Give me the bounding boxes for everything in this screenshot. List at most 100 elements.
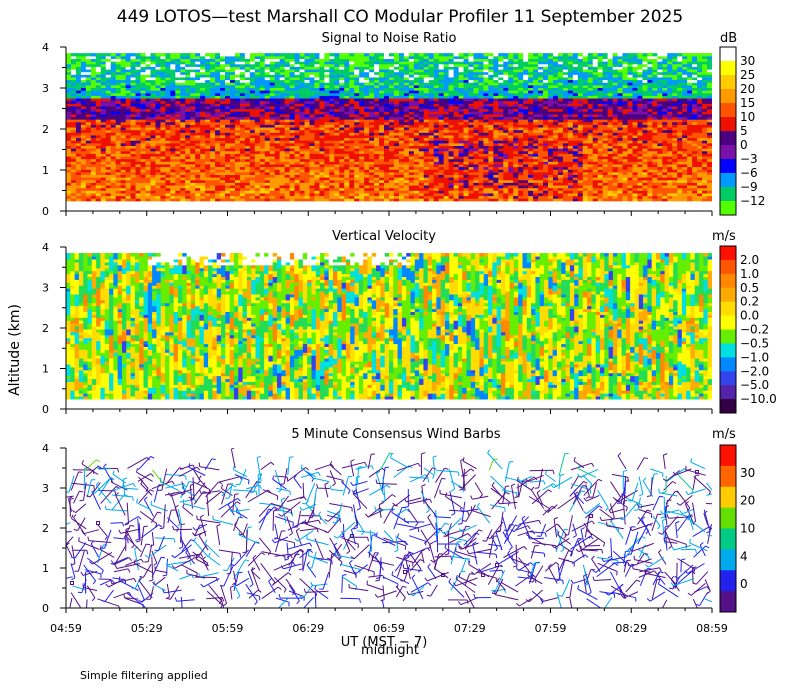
snr-cell (384, 108, 390, 112)
snr-cell (379, 105, 385, 110)
snr-cell (140, 124, 147, 128)
snr-cell (269, 66, 276, 70)
snr-cell (229, 92, 236, 96)
snr-cell (379, 169, 385, 173)
snr-cell (244, 108, 251, 112)
snr-cell (205, 145, 211, 149)
snr-cell (438, 126, 445, 131)
snr-cell (140, 153, 147, 157)
snr-cell (279, 74, 286, 78)
snr-cell (165, 63, 171, 67)
snr-cell (299, 177, 306, 181)
snr-cell (170, 195, 176, 199)
snr-cell (215, 82, 221, 86)
snr-cell (443, 121, 450, 125)
snr-cell (438, 63, 445, 67)
snr-cell (384, 87, 390, 91)
snr-cell (264, 79, 271, 83)
snr-cell (165, 140, 171, 144)
snr-cell (110, 177, 117, 181)
snr-cell (418, 61, 425, 65)
snr-cell (384, 90, 390, 94)
snr-cell (130, 100, 137, 104)
snr-cell (259, 97, 266, 102)
snr-cell (304, 171, 311, 175)
snr-cell (344, 137, 350, 141)
snr-cell (423, 124, 430, 128)
snr-cell (478, 182, 485, 186)
snr-cell (220, 116, 226, 120)
snr-cell (304, 198, 311, 202)
snr-cell (309, 121, 316, 125)
snr-cell (359, 119, 365, 123)
snr-cell (279, 137, 286, 141)
snr-cell (339, 192, 345, 197)
snr-cell (463, 95, 470, 99)
snr-cell (314, 148, 321, 152)
snr-cell (274, 126, 281, 131)
snr-cell (438, 195, 445, 199)
snr-cell (418, 103, 425, 107)
snr-cell (85, 68, 92, 73)
snr-cell (329, 174, 335, 178)
snr-cell (185, 74, 191, 78)
snr-cell (299, 87, 306, 91)
snr-cell (413, 166, 420, 170)
snr-cell (125, 111, 132, 115)
snr-cell (418, 124, 425, 128)
snr-cell (215, 79, 221, 83)
snr-cell (75, 63, 82, 67)
snr-cell (75, 113, 82, 118)
snr-cell (80, 174, 87, 178)
snr-cell (463, 198, 470, 202)
snr-cell (299, 190, 306, 194)
snr-cell (90, 105, 97, 110)
snr-cell (339, 116, 345, 120)
snr-cell (100, 150, 107, 154)
snr-cell (433, 148, 440, 152)
snr-cell (488, 163, 494, 168)
snr-cell (249, 158, 256, 162)
snr-cell (403, 71, 410, 75)
snr-cell (264, 108, 271, 112)
snr-cell (339, 113, 345, 118)
snr-cell (145, 66, 152, 70)
snr-cell (304, 63, 311, 67)
snr-cell (334, 190, 340, 194)
snr-cell (190, 190, 196, 194)
snr-cell (115, 58, 122, 62)
snr-cell (229, 113, 236, 118)
snr-cell (135, 92, 142, 96)
snr-cell (130, 190, 137, 194)
snr-cell (384, 53, 390, 57)
snr-cell (100, 174, 107, 178)
snr-cell (66, 100, 72, 104)
snr-cell (105, 108, 112, 112)
snr-cell (448, 63, 455, 67)
snr-cell (344, 100, 350, 104)
snr-cell (349, 124, 355, 128)
snr-cell (289, 111, 296, 115)
snr-cell (379, 158, 385, 162)
snr-cell (244, 148, 251, 152)
snr-cell (220, 121, 226, 125)
snr-cell (413, 108, 420, 112)
snr-cell (408, 140, 415, 144)
snr-cell (185, 76, 191, 81)
snr-cell (239, 179, 246, 183)
snr-cell (75, 126, 82, 131)
snr-cell (75, 134, 82, 139)
snr-cell (289, 187, 296, 191)
snr-cell (493, 150, 499, 154)
snr-cell (408, 169, 415, 173)
snr-cell (423, 187, 430, 191)
snr-cell (329, 74, 335, 78)
snr-cell (354, 184, 360, 189)
snr-cell (140, 126, 147, 131)
snr-cell (70, 82, 77, 86)
snr-cell (284, 142, 291, 146)
snr-cell (309, 124, 316, 128)
snr-cell (105, 158, 112, 162)
snr-cell (234, 97, 241, 102)
snr-cell (393, 100, 400, 104)
